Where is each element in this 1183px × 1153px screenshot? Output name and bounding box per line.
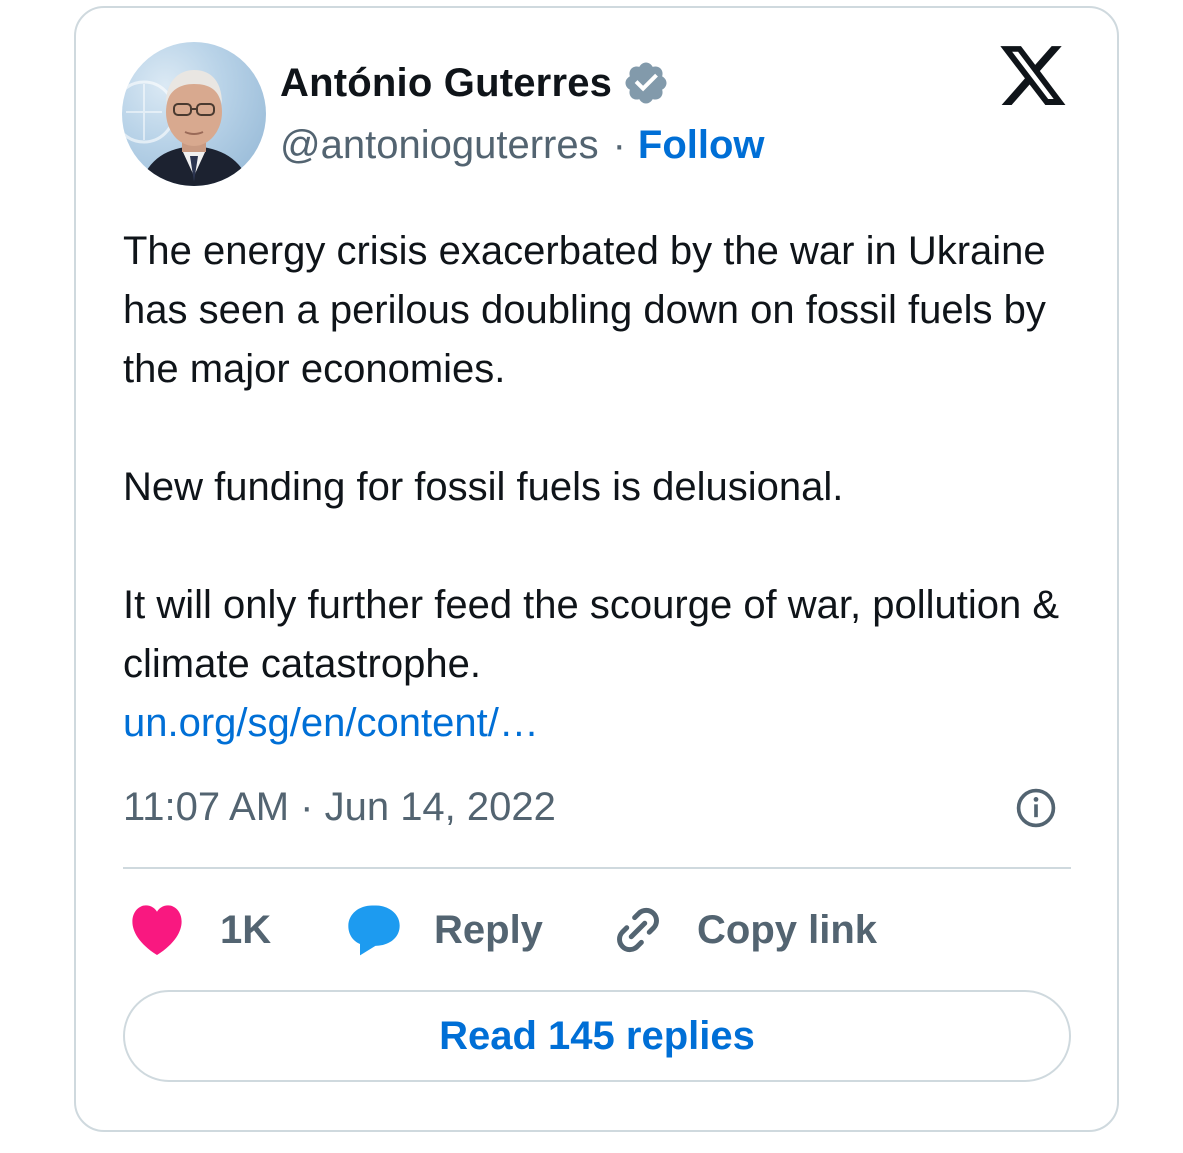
tweet-paragraph-2: New funding for fossil fuels is delusion… [123, 465, 844, 509]
reply-button[interactable]: Reply [346, 900, 543, 960]
tweet-card [74, 6, 1119, 1132]
tweet-paragraph-1: The energy crisis exacerbated by the war… [123, 229, 1046, 391]
author-handle-row: @antonioguterres · Follow [280, 120, 765, 170]
paragraph-spacer [123, 517, 1063, 576]
heart-icon [132, 905, 182, 956]
read-replies-button[interactable]: Read 145 replies [123, 990, 1071, 1082]
tweet-link[interactable]: un.org/sg/en/content/… [123, 701, 539, 745]
x-logo-icon[interactable] [1000, 46, 1068, 110]
author-handle[interactable]: @antonioguterres [280, 122, 599, 167]
follow-button[interactable]: Follow [637, 122, 765, 167]
copy-link-button[interactable]: Copy link [611, 900, 877, 960]
link-icon [617, 907, 659, 953]
like-button[interactable]: 1K [128, 900, 271, 960]
separator-dot: · [612, 122, 626, 167]
paragraph-spacer [123, 399, 1063, 458]
like-count: 1K [220, 907, 272, 952]
author-name[interactable]: António Guterres [280, 60, 613, 105]
speech-bubble-icon [348, 905, 400, 956]
author-name-row: António Guterres [280, 58, 670, 108]
copy-link-label: Copy link [697, 907, 878, 952]
tweet-text: The energy crisis exacerbated by the war… [123, 222, 1063, 753]
info-icon[interactable] [1014, 786, 1058, 830]
reply-label: Reply [434, 907, 543, 952]
tweet-timestamp[interactable]: 11:07 AM · Jun 14, 2022 [123, 785, 556, 829]
tweet-paragraph-3: It will only further feed the scourge of… [123, 583, 1060, 686]
verified-badge-icon [625, 62, 667, 104]
divider [123, 867, 1071, 869]
avatar[interactable] [122, 42, 266, 186]
